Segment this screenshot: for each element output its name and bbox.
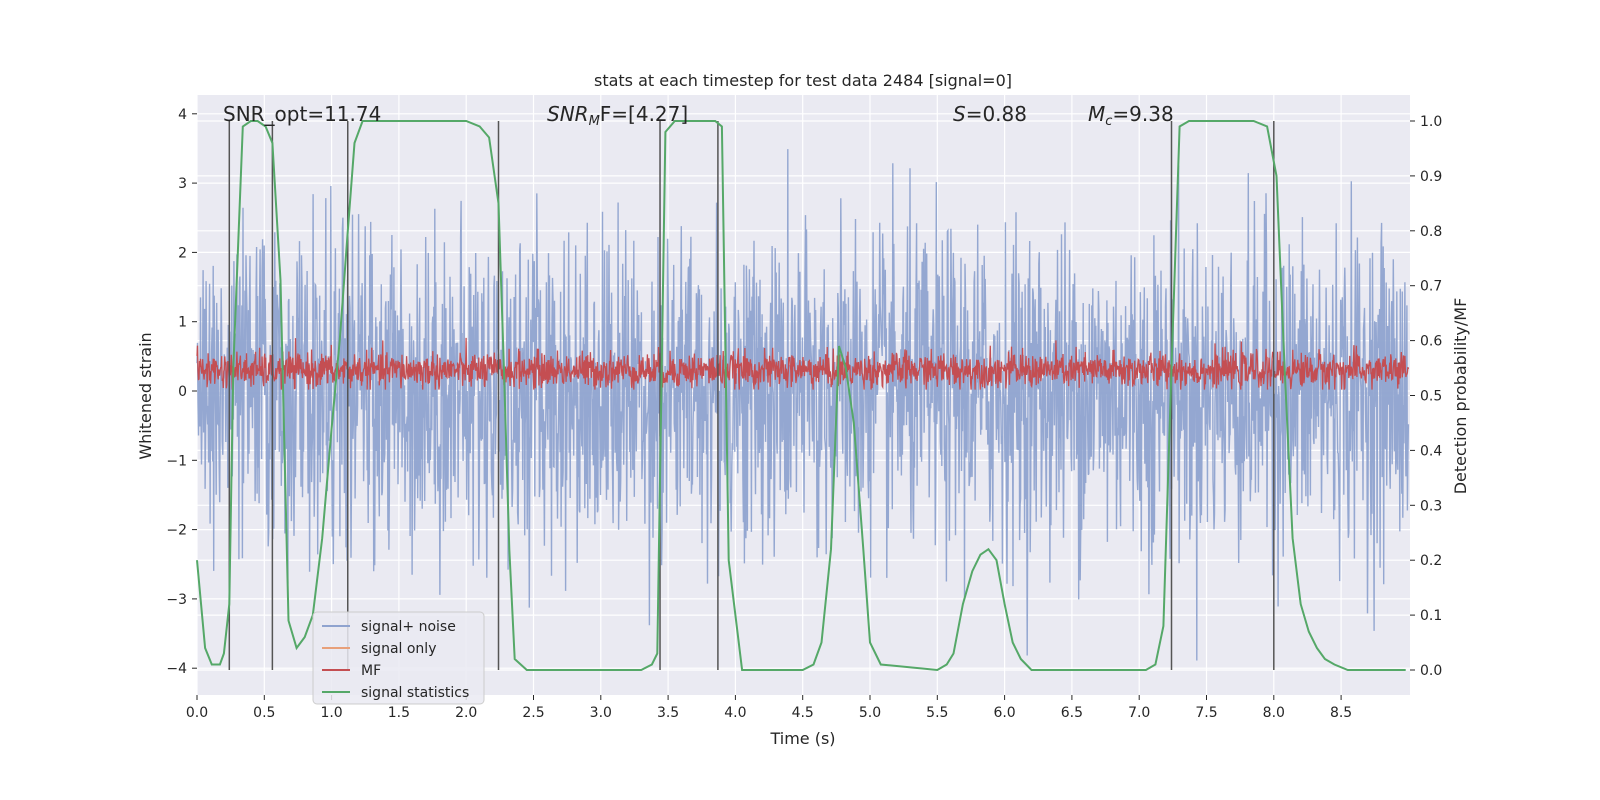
- s-annotation: S=0.88: [953, 102, 1027, 126]
- signal-noise-line: [196, 149, 1410, 661]
- y2-tick-label: 0.9: [1420, 169, 1442, 185]
- y2-tick-label: 0.6: [1420, 334, 1442, 350]
- x-tick-label: 3.0: [590, 705, 612, 721]
- x-tick-label: 7.5: [1195, 705, 1217, 721]
- y-axis-ticks: 4 3 2 1 0 −1 −2 −3 −4: [166, 107, 197, 677]
- x-tick-label: 8.5: [1330, 705, 1352, 721]
- x-tick-label: 4.5: [792, 705, 814, 721]
- y-tick-label: 3: [178, 176, 187, 192]
- legend: signal+ noise signal only MF signal stat…: [312, 611, 485, 705]
- signal-statistics-series: [196, 120, 1406, 672]
- x-tick-label: 6.5: [1061, 705, 1083, 721]
- y-tick-label: 1: [178, 315, 187, 331]
- x-tick-label: 0.0: [186, 705, 208, 721]
- y-tick-label: −2: [166, 523, 187, 539]
- x-tick-label: 2.5: [522, 705, 544, 721]
- mf-series: [196, 337, 1410, 390]
- legend-box: [312, 611, 485, 705]
- x-tick-label: 2.0: [455, 705, 477, 721]
- signal-statistics-line: [196, 120, 1406, 672]
- x-tick-label: 0.5: [253, 705, 275, 721]
- x-axis-ticks: 0.0 0.5 1.0 1.5 2.0 2.5 3.0 3.5 4.0 4.5 5.0 5.5 6.0 6…: [186, 695, 1352, 721]
- s-symbol: S: [953, 102, 966, 126]
- x-tick-label: 5.0: [859, 705, 881, 721]
- y-tick-label: 2: [178, 245, 187, 261]
- s-value: =0.88: [966, 102, 1027, 126]
- x-tick-label: 6.0: [993, 705, 1015, 721]
- snr-opt-annotation: SNR_opt=11.74: [223, 102, 381, 126]
- y2-tick-label: 0.3: [1420, 498, 1442, 514]
- y2-axis-label: Detection probability/MF: [1451, 298, 1470, 495]
- y2-tick-label: 0.0: [1420, 663, 1442, 679]
- x-tick-label: 1.0: [320, 705, 342, 721]
- y-tick-label: −4: [166, 661, 187, 677]
- signal-noise-series: [196, 149, 1410, 661]
- y2-tick-label: 0.2: [1420, 553, 1442, 569]
- x-tick-label: 8.0: [1263, 705, 1285, 721]
- mc-value: =9.38: [1112, 102, 1173, 126]
- y2-tick-label: 0.1: [1420, 608, 1442, 624]
- snr-mf-symbol: SNR: [547, 102, 589, 126]
- legend-label-signal-statistics: signal statistics: [361, 685, 469, 701]
- y-tick-label: −3: [166, 592, 187, 608]
- snr-mf-value: F=[4.27]: [600, 102, 688, 126]
- chart-title: stats at each timestep for test data 248…: [594, 71, 1012, 90]
- mc-symbol: M: [1088, 102, 1105, 126]
- y2-tick-label: 0.4: [1420, 443, 1442, 459]
- snr-mf-subscript: M: [589, 114, 600, 129]
- x-axis-label: Time (s): [769, 729, 835, 748]
- y2-tick-label: 1.0: [1420, 114, 1442, 130]
- y2-tick-label: 0.7: [1420, 279, 1442, 295]
- y2-axis-ticks: 1.0 0.9 0.8 0.7 0.6 0.5 0.4 0.3 0.2 0.1 0.0: [1410, 114, 1442, 679]
- x-tick-label: 1.5: [388, 705, 410, 721]
- x-tick-label: 4.0: [724, 705, 746, 721]
- legend-label-signal-noise: signal+ noise: [361, 619, 456, 635]
- x-tick-label: 7.0: [1128, 705, 1150, 721]
- y2-tick-label: 0.8: [1420, 224, 1442, 240]
- mc-subscript: c: [1105, 114, 1112, 129]
- x-tick-label: 3.5: [657, 705, 679, 721]
- legend-label-mf: MF: [361, 663, 381, 679]
- mc-annotation: Mc=9.38: [1088, 102, 1174, 129]
- y-axis-label: Whitened strain: [136, 332, 155, 459]
- legend-label-signal-only: signal only: [361, 641, 436, 657]
- y-tick-label: −1: [166, 453, 187, 469]
- y-tick-label: 0: [178, 384, 187, 400]
- y-tick-label: 4: [178, 107, 187, 123]
- snr-mf-annotation: SNRMF=[4.27]: [547, 102, 688, 129]
- y2-tick-label: 0.5: [1420, 389, 1442, 405]
- x-tick-label: 5.5: [926, 705, 948, 721]
- mf-line: [196, 337, 1410, 390]
